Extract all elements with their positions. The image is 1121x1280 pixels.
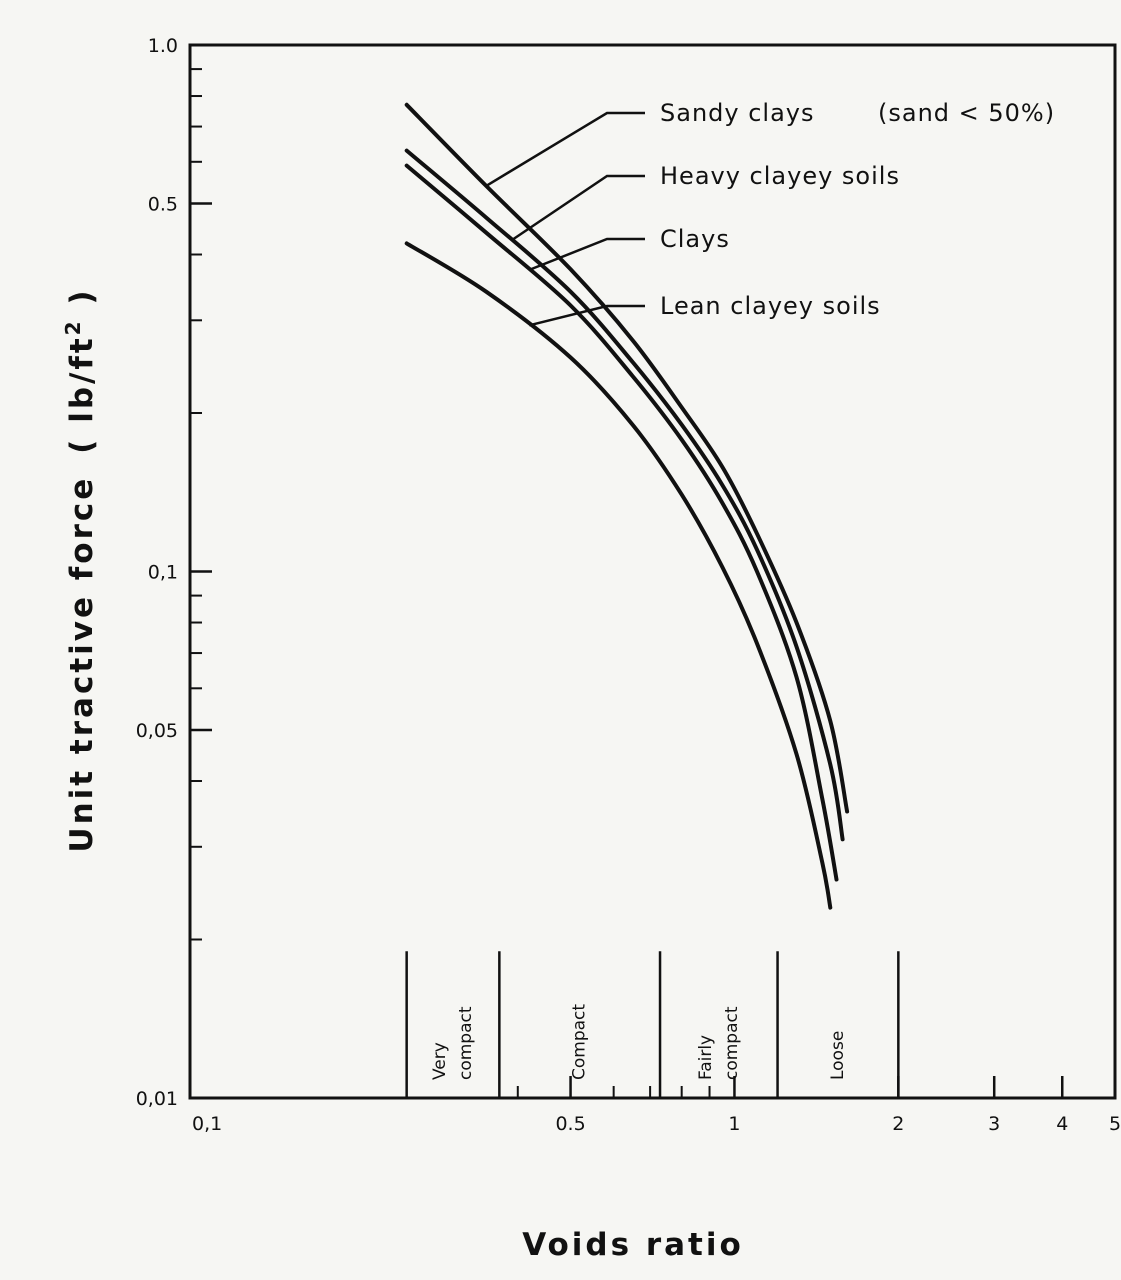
x-tick-label-3: 2 [892, 1113, 904, 1135]
y-axis-title-group: Unit tractive force ( lb/ft2 ) [61, 287, 100, 852]
y-tick-label-2: 0,1 [148, 562, 178, 584]
zone-label-2-1: compact [722, 1006, 742, 1080]
y-axis-title-main: Unit tractive force [64, 476, 100, 853]
ticks-layer: 0,01 0,05 0,1 0.5 1.0 0,1 0.5 1 2 3 4 5 [136, 35, 1121, 1135]
legend-leader-heavy-clayey-soils [511, 174, 645, 242]
y-axis-title-unit-sup: 2 [61, 318, 85, 335]
x-tick-label-2: 1 [728, 1113, 740, 1135]
x-tick-label-5: 4 [1056, 1113, 1068, 1135]
series-line-clays [404, 163, 839, 882]
y-tick-label-3: 0.5 [148, 193, 178, 215]
y-axis-title-unit: ( lb/ft [64, 335, 100, 453]
x-axis-title: Voids ratio [522, 1227, 744, 1263]
zone-label-2-0: Fairly [696, 1035, 716, 1080]
legend-leader-sandy-clays [485, 111, 645, 187]
legend-leader-clays [528, 237, 645, 272]
series-layer [404, 102, 850, 910]
legend-label-heavy-clayey-soils: Heavy clayey soils [660, 162, 900, 190]
zones-layer: Very compact Compact Fairly compact Loose [405, 951, 900, 1098]
legend-label-sandy-clays: Sandy clays [660, 99, 815, 127]
zone-label-3-0: Loose [828, 1031, 848, 1080]
series-line-heavy-clayey-soils [404, 148, 845, 842]
y-axis-title-unit-close: ) [64, 287, 100, 318]
zone-label-0-1: compact [456, 1006, 476, 1080]
x-tick-label-6: 5 [1109, 1113, 1121, 1135]
legend-suffix-sandy-clays: (sand < 50%) [878, 99, 1055, 127]
legend-label-clays: Clays [660, 225, 730, 253]
y-axis-title: Unit tractive force ( lb/ft2 ) [61, 287, 100, 852]
x-tick-label-4: 3 [988, 1113, 1000, 1135]
legend-label-lean-clayey-soils: Lean clayey soils [660, 292, 881, 320]
x-tick-label-0: 0,1 [192, 1113, 222, 1135]
y-tick-label-4: 1.0 [148, 35, 178, 57]
series-line-lean-clayey-soils [404, 241, 833, 910]
y-tick-label-0: 0,01 [136, 1088, 178, 1110]
legend-layer: Sandy clays (sand < 50%) Heavy clayey soil… [485, 99, 1055, 327]
x-tick-label-1: 0.5 [555, 1113, 585, 1135]
y-tick-label-1: 0,05 [136, 720, 178, 742]
zone-label-0-0: Very [430, 1042, 450, 1080]
legend-leader-lean-clayey-soils [528, 304, 645, 327]
plot-frame [188, 43, 1117, 1100]
zone-label-1-0: Compact [570, 1004, 590, 1080]
series-line-sandy-clays [404, 102, 850, 814]
